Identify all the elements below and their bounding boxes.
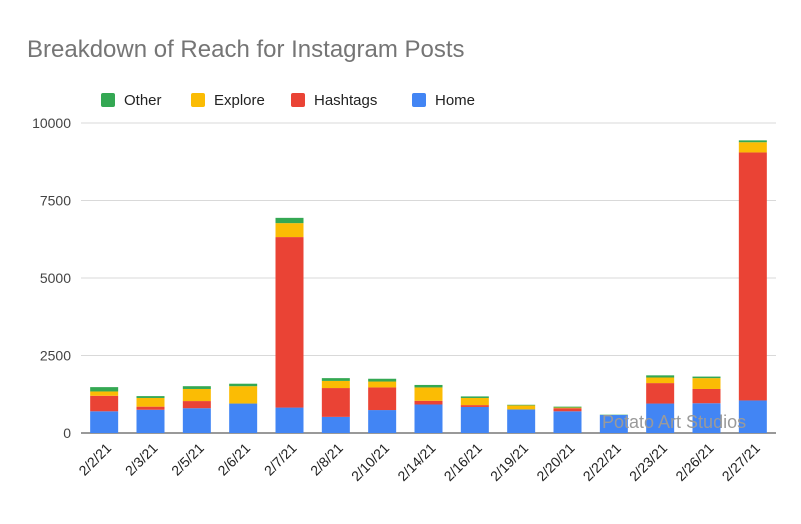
bar-segment-home	[692, 403, 721, 433]
bar-segment-hashtags	[692, 388, 721, 404]
legend-label: Other	[124, 92, 162, 109]
x-tick-label: 2/10/21	[348, 440, 392, 484]
y-tick-label: 7500	[40, 193, 71, 209]
bar-segment-other	[460, 396, 489, 398]
bar-segment-explore	[553, 407, 582, 409]
bar-segment-explore	[90, 391, 119, 396]
x-tick-label: 2/5/21	[168, 440, 207, 479]
y-tick-label: 0	[63, 425, 71, 441]
bar-segment-home	[275, 407, 304, 433]
y-axis-tick-labels: 0 2500 5000 7500 10000	[32, 115, 71, 441]
x-tick-label: 2/20/21	[533, 440, 577, 484]
bar-segment-explore	[229, 386, 258, 404]
legend-swatch	[291, 93, 305, 107]
x-tick-label: 2/26/21	[672, 440, 716, 484]
bar-segment-explore	[507, 405, 536, 410]
bar-segment-home	[507, 409, 536, 433]
bar-segment-home	[646, 403, 675, 433]
legend-item-other: Other	[101, 92, 162, 109]
bar-segment-home	[414, 404, 443, 433]
x-axis-tick-labels: 2/2/21 2/3/21 2/5/21 2/6/21 2/7/21 2/8/21 2/10…	[75, 440, 763, 484]
legend-item-home: Home	[412, 92, 475, 109]
bar-segment-other	[229, 383, 258, 387]
x-tick-label: 2/2/21	[75, 440, 114, 479]
x-tick-label: 2/14/21	[394, 440, 438, 484]
bar-segment-explore	[414, 387, 443, 401]
legend-item-hashtags: Hashtags	[291, 92, 377, 109]
y-tick-label: 5000	[40, 270, 71, 286]
bar-segment-hashtags	[460, 405, 489, 407]
bar-segment-other	[321, 378, 350, 381]
bar-segment-home	[90, 411, 119, 433]
bar-segment-home	[553, 411, 582, 433]
bar-segment-hashtags	[646, 383, 675, 404]
bar-segment-hashtags	[553, 408, 582, 412]
bar-segment-explore	[136, 397, 165, 407]
bar-segment-hashtags	[275, 237, 304, 408]
y-tick-label: 2500	[40, 348, 71, 364]
bar-segment-explore	[692, 378, 721, 389]
legend-swatch	[412, 93, 426, 107]
bar-segment-explore	[738, 142, 767, 153]
legend-swatch	[101, 93, 115, 107]
bar-segment-other	[182, 386, 211, 389]
legend-label: Hashtags	[314, 92, 377, 109]
bar-segment-hashtags	[368, 387, 397, 411]
x-tick-label: 2/3/21	[122, 440, 161, 479]
bar-segment-other	[414, 384, 443, 388]
bar-segment-other	[507, 404, 536, 406]
bar-segment-home	[599, 415, 628, 433]
bar-segment-other	[692, 376, 721, 379]
bar-segment-explore	[275, 223, 304, 238]
bar-segment-home	[182, 408, 211, 433]
bar-segment-home	[321, 416, 350, 433]
watermark: Potato Art Studios	[602, 412, 747, 432]
bar-segment-other	[275, 217, 304, 224]
bars	[90, 140, 767, 433]
x-tick-label: 2/6/21	[214, 440, 253, 479]
bar-segment-home	[460, 406, 489, 433]
chart-title: Breakdown of Reach for Instagram Posts	[27, 36, 465, 63]
bar-segment-other	[368, 378, 397, 382]
x-tick-label: 2/16/21	[441, 440, 485, 484]
x-tick-label: 2/22/21	[580, 440, 624, 484]
x-tick-label: 2/19/21	[487, 440, 531, 484]
bar-segment-other	[90, 387, 119, 392]
bar-segment-explore	[321, 380, 350, 389]
bar-segment-hashtags	[182, 401, 211, 409]
bar-segment-other	[646, 375, 675, 378]
legend-label: Explore	[214, 92, 265, 109]
bar-segment-explore	[182, 388, 211, 402]
x-tick-label: 2/27/21	[719, 440, 763, 484]
bar-segment-explore	[646, 377, 675, 384]
legend: Other Explore Hashtags Home	[101, 92, 475, 109]
x-tick-label: 2/7/21	[261, 440, 300, 479]
bar-segment-hashtags	[321, 388, 350, 417]
bar-segment-hashtags	[738, 152, 767, 401]
bar-segment-explore	[368, 381, 397, 388]
bar-segment-home	[368, 410, 397, 433]
bar-segment-other	[553, 406, 582, 408]
legend-item-explore: Explore	[191, 92, 265, 109]
bar-segment-other	[738, 140, 767, 143]
legend-swatch	[191, 93, 205, 107]
bar-segment-hashtags	[136, 406, 165, 410]
x-tick-label: 2/23/21	[626, 440, 670, 484]
bar-segment-home	[738, 400, 767, 433]
bar-segment-explore	[460, 397, 489, 406]
x-tick-label: 2/8/21	[307, 440, 346, 479]
bar-segment-hashtags	[414, 400, 443, 405]
bar-segment-home	[136, 409, 165, 433]
bar-segment-home	[229, 403, 258, 433]
bar-segment-hashtags	[90, 395, 119, 412]
y-tick-label: 10000	[32, 115, 71, 131]
bar-segment-other	[136, 396, 165, 398]
legend-label: Home	[435, 92, 475, 109]
